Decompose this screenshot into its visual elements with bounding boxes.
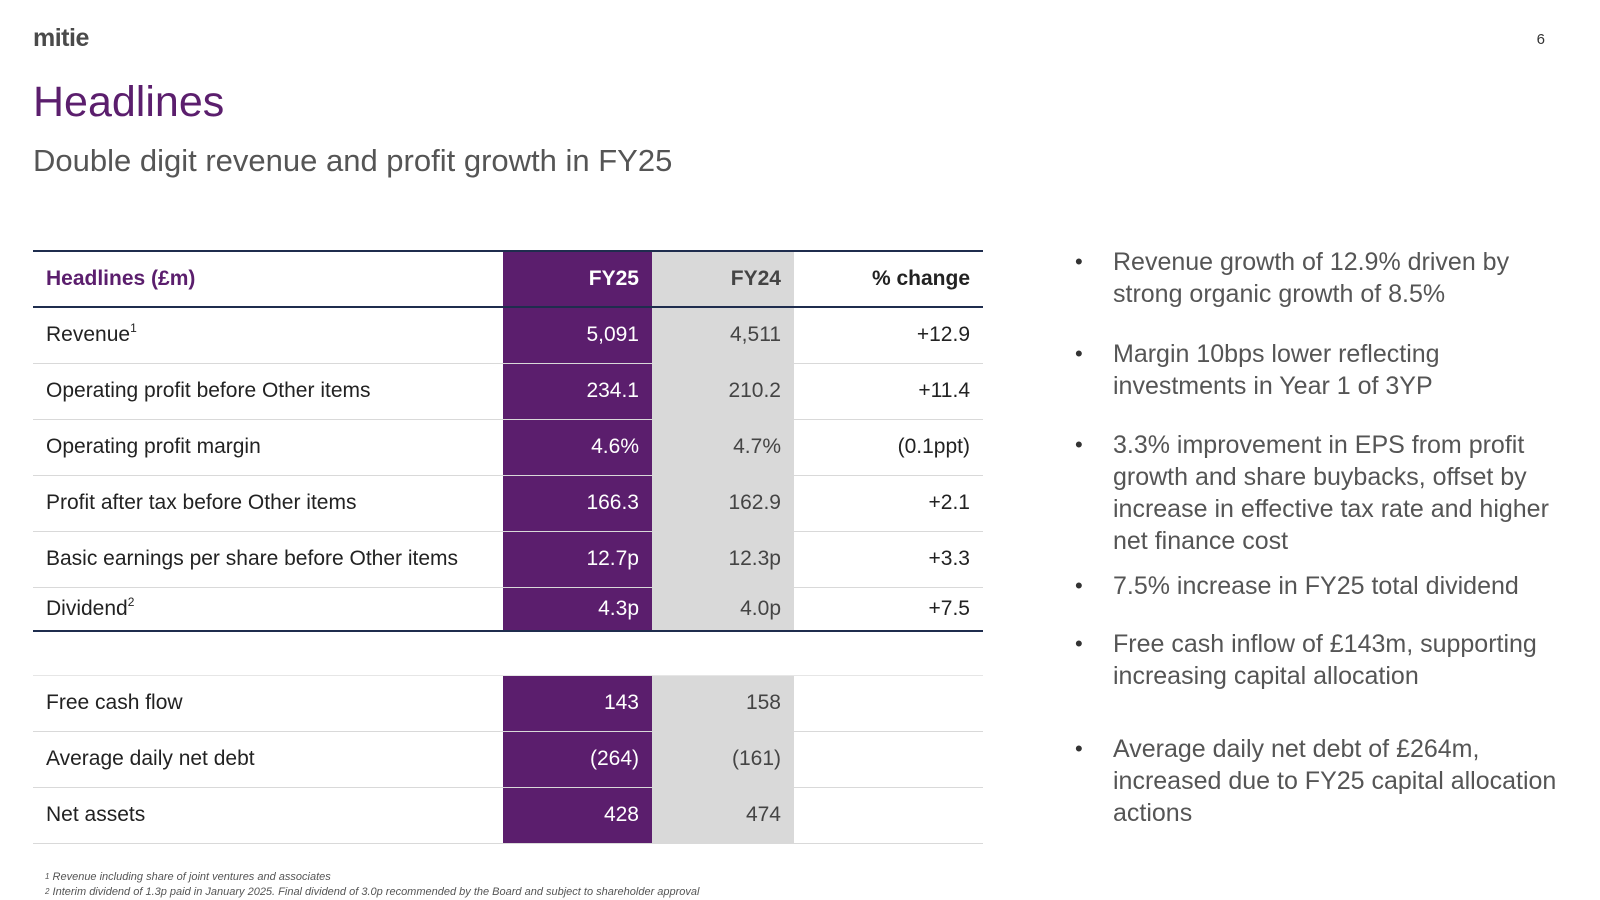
bullet-icon: • [1075,573,1083,598]
row-change: +3.3 [794,531,983,588]
bullet-icon: • [1075,432,1083,457]
row-fy24: 4.0p [652,587,794,632]
table-header-row: Headlines (£m) FY25 FY24 % change [33,250,983,308]
list-item: • 7.5% increase in FY25 total dividend [1075,572,1519,600]
table-spacer [33,631,983,676]
row-fy24: 4.7% [652,419,794,476]
row-change: +12.9 [794,307,983,364]
list-item: • Average daily net debt of £264m, increa… [1075,735,1557,827]
row-label: Revenue1 [33,307,503,364]
row-label: Average daily net debt [33,731,503,788]
row-change: +11.4 [794,363,983,420]
footnote-ref: 2 [127,594,135,609]
table-row: Net assets 428 474 [33,787,983,844]
row-fy25: (264) [503,731,652,788]
mitie-logo: mitie [33,24,89,52]
row-fy25: 5,091 [503,307,652,364]
table-row: Dividend2 4.3p 4.0p +7.5 [33,587,983,632]
bullet-icon: • [1075,341,1083,366]
table-row: Free cash flow 143 158 [33,675,983,732]
table-row: Operating profit margin 4.6% 4.7% (0.1pp… [33,419,983,476]
row-fy24: 210.2 [652,363,794,420]
page-subtitle: Double digit revenue and profit growth i… [33,143,673,178]
page-number: 6 [1536,31,1545,48]
row-fy25: 143 [503,675,652,732]
row-fy24: 4,511 [652,307,794,364]
row-fy24: (161) [652,731,794,788]
list-item: • 3.3% improvement in EPS from profit gro… [1075,431,1549,555]
row-label: Operating profit margin [33,419,503,476]
list-item: • Revenue growth of 12.9% driven by stron… [1075,248,1510,308]
row-change: +7.5 [794,587,983,632]
bullet-icon: • [1075,736,1083,761]
row-fy25: 4.3p [503,587,652,632]
row-fy25: 12.7p [503,531,652,588]
table-row: Basic earnings per share before Other it… [33,531,983,588]
row-change [794,675,983,732]
footnote-ref: 1 [130,321,137,336]
header-headlines: Headlines (£m) [33,250,503,308]
row-fy24: 474 [652,787,794,844]
row-change: +2.1 [794,475,983,532]
header-change: % change [794,250,983,308]
row-fy25: 4.6% [503,419,652,476]
row-label: Free cash flow [33,675,503,732]
row-label: Operating profit before Other items [33,363,503,420]
row-change [794,731,983,788]
footnote: 2 Interim dividend of 1.3p paid in Janua… [45,886,700,898]
row-fy24: 12.3p [652,531,794,588]
row-label: Dividend2 [33,587,503,632]
header-fy25: FY25 [503,250,652,308]
row-change: (0.1ppt) [794,419,983,476]
row-fy25: 428 [503,787,652,844]
table-row: Profit after tax before Other items 166.… [33,475,983,532]
headlines-table: Headlines (£m) FY25 FY24 % change Revenu… [33,250,983,844]
table-row: Revenue1 5,091 4,511 +12.9 [33,307,983,364]
row-label: Net assets [33,787,503,844]
header-fy24: FY24 [652,250,794,308]
row-label: Profit after tax before Other items [33,475,503,532]
footnotes: 1 Revenue including share of joint ventu… [45,870,699,900]
list-item: • Free cash inflow of £143m, supporting i… [1075,630,1537,690]
footnote: 1 Revenue including share of joint ventu… [45,871,331,883]
row-fy24: 162.9 [652,475,794,532]
page-title: Headlines [33,78,225,126]
row-change [794,787,983,844]
row-fy25: 166.3 [503,475,652,532]
row-fy24: 158 [652,675,794,732]
table-row: Average daily net debt (264) (161) [33,731,983,788]
list-item: • Margin 10bps lower reflecting investmen… [1075,340,1440,400]
row-label: Basic earnings per share before Other it… [33,531,503,588]
table-row: Operating profit before Other items 234.… [33,363,983,420]
bullet-icon: • [1075,249,1083,274]
bullet-icon: • [1075,631,1083,656]
row-fy25: 234.1 [503,363,652,420]
